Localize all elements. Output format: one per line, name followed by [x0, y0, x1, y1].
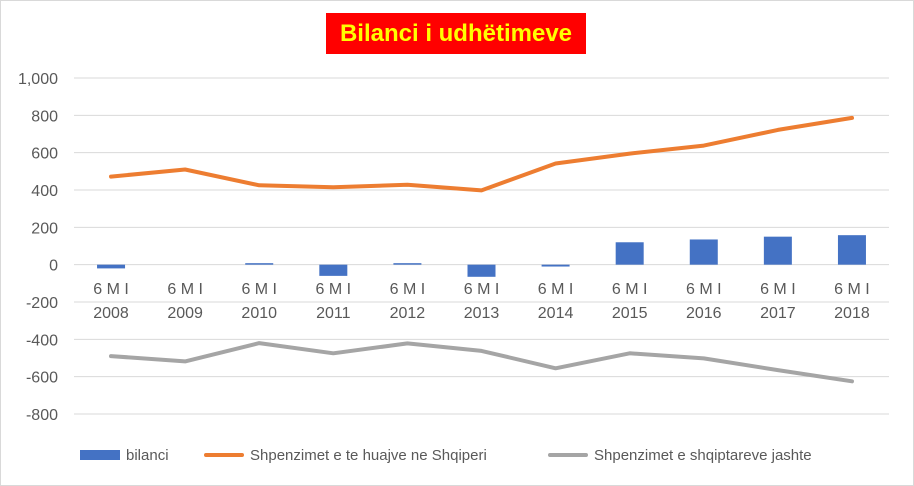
- y-tick-label: 1,000: [18, 71, 58, 88]
- bar-bilanci: [97, 264, 126, 269]
- x-tick-label-year: 2012: [390, 305, 426, 322]
- legend-swatch-shqiptare: [548, 453, 588, 457]
- x-tick-label-year: 2018: [834, 305, 870, 322]
- x-tick-label-year: 2009: [167, 305, 203, 322]
- x-tick-label-period: 6 M I: [390, 281, 426, 298]
- x-tick-label-year: 2011: [316, 305, 351, 322]
- y-tick-label: -200: [26, 295, 58, 312]
- x-tick-label-period: 6 M I: [760, 281, 796, 298]
- bar-bilanci: [319, 264, 348, 276]
- line-shpenzimet-te-huajve: [109, 115, 854, 193]
- legend-label-shqiptare: Shpenzimet e shqiptareve jashte: [594, 446, 812, 464]
- x-tick-label-period: 6 M I: [93, 281, 129, 298]
- line-shpenzimet-shqiptareve: [109, 341, 854, 384]
- bar-series: [97, 235, 866, 277]
- bar-bilanci: [393, 263, 422, 265]
- x-tick-label-period: 6 M I: [612, 281, 648, 298]
- y-tick-label: -400: [26, 332, 58, 349]
- y-tick-label: 0: [49, 258, 58, 275]
- legend-item-bilanci: bilanci: [80, 442, 169, 468]
- legend-swatch-bilanci: [80, 450, 120, 460]
- x-tick-label-year: 2010: [241, 305, 277, 322]
- x-tick-label-period: 6 M I: [834, 281, 870, 298]
- bar-bilanci: [467, 264, 496, 277]
- bar-bilanci: [245, 263, 274, 265]
- bar-bilanci: [615, 242, 644, 265]
- y-tick-label: 400: [31, 183, 58, 200]
- bar-bilanci: [837, 235, 866, 265]
- x-tick-label-period: 6 M I: [464, 281, 500, 298]
- x-tick-label-year: 2013: [464, 305, 500, 322]
- y-tick-label: 800: [31, 108, 58, 125]
- y-tick-label: 600: [31, 146, 58, 163]
- legend-item-huaj: Shpenzimet e te huajve ne Shqiperi: [204, 442, 487, 468]
- x-tick-label-year: 2015: [612, 305, 648, 322]
- legend: bilanci Shpenzimet e te huajve ne Shqipe…: [0, 442, 914, 468]
- bar-bilanci: [689, 239, 718, 265]
- x-tick-label-period: 6 M I: [538, 281, 574, 298]
- x-tick-label-period: 6 M I: [316, 281, 352, 298]
- x-tick-label-year: 2017: [760, 305, 796, 322]
- legend-label-huaj: Shpenzimet e te huajve ne Shqiperi: [250, 446, 487, 464]
- y-tick-label: -600: [26, 370, 58, 387]
- y-tick-label: -800: [26, 407, 58, 424]
- line-series: [109, 115, 854, 384]
- bar-bilanci: [541, 264, 570, 267]
- x-axis-labels: 6 M I 2008 6 M I 2009 6 M I 2010 6 M I 2011 6 M …: [93, 281, 870, 322]
- x-tick-label-period: 6 M I: [167, 281, 203, 298]
- legend-label-bilanci: bilanci: [126, 446, 169, 464]
- x-tick-label-year: 2016: [686, 305, 722, 322]
- y-tick-label: 200: [31, 220, 58, 237]
- x-tick-label-year: 2014: [538, 305, 574, 322]
- x-tick-label-year: 2008: [93, 305, 129, 322]
- chart-title: Bilanci i udhëtimeve: [326, 13, 586, 54]
- x-tick-label-period: 6 M I: [241, 281, 277, 298]
- y-axis-labels: 1,000 800 600 400 200 0 -200 -400 -600 -800: [18, 71, 58, 424]
- bar-bilanci: [763, 236, 792, 265]
- x-tick-label-period: 6 M I: [686, 281, 722, 298]
- legend-item-shqiptare: Shpenzimet e shqiptareve jashte: [548, 442, 812, 468]
- legend-swatch-huaj: [204, 453, 244, 457]
